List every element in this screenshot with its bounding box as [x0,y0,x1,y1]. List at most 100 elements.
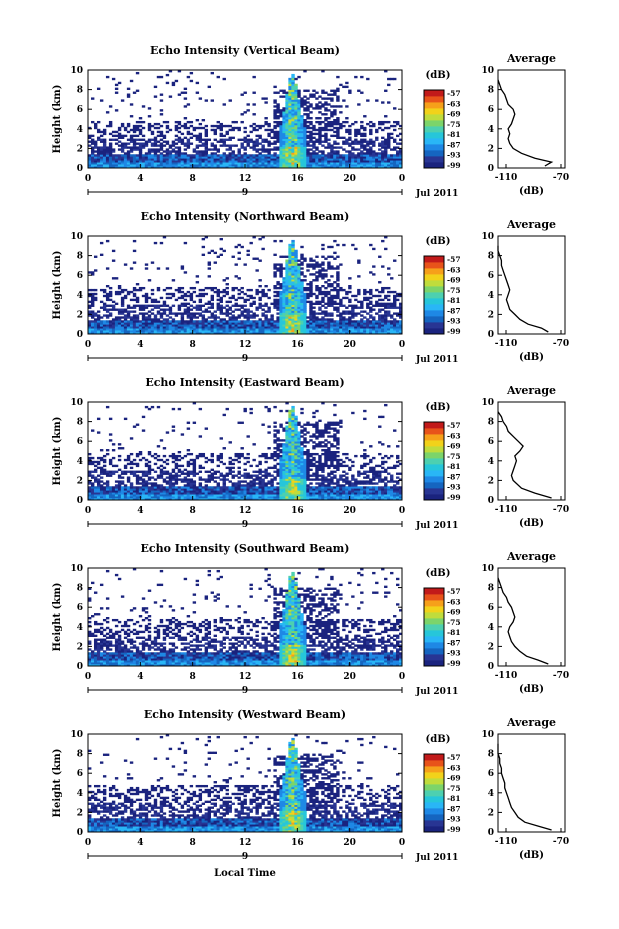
heatmap-cell [381,154,385,157]
colorbar-swatch [424,310,444,317]
heatmap-cell [150,304,155,307]
heatmap-cell [384,326,388,329]
heatmap-cell [369,148,373,151]
heatmap-cell [303,275,307,278]
heatmap-cell [258,285,262,288]
heatmap-cell [264,292,268,296]
heatmap-cell [174,478,179,481]
heatmap-cell [321,113,325,116]
heatmap-cell [294,277,298,280]
heatmap-cell [393,324,397,327]
heatmap-cell [381,150,385,153]
heatmap-cell [237,490,241,493]
heatmap-cell [294,310,298,313]
heatmap-cell [114,166,119,169]
heatmap-cell [354,322,358,325]
heatmap-cell [180,328,185,331]
heatmap-cell [276,263,280,266]
heatmap-cell [294,85,298,89]
heatmap-cell [189,494,194,497]
heatmap-cell [162,150,167,153]
heatmap-cell [117,454,122,458]
heatmap-cell [219,164,223,167]
heatmap-cell [234,328,238,331]
heatmap-cell [150,138,155,141]
heatmap-cell [282,113,286,116]
heatmap-cell [123,466,128,470]
heatmap-cell [345,150,349,153]
heatmap-cell [297,124,301,128]
heatmap-cell [279,286,283,290]
heatmap-cell [231,314,235,317]
heatmap-cell [288,122,292,126]
heatmap-cell [114,492,119,495]
heatmap-cell [135,480,140,483]
heatmap-cell [249,138,253,141]
heatmap-cell [351,162,355,165]
heatmap-cell [276,269,280,272]
heatmap-cell [294,271,298,274]
heatmap-cell [183,105,188,108]
heatmap-cell [141,456,146,460]
heatmap-cell [390,277,394,280]
heatmap-cell [162,330,167,333]
heatmap-cell [126,478,131,481]
heatmap-cell [204,456,209,460]
heatmap-cell [363,158,367,161]
heatmap-cell [360,328,364,331]
heatmap-cell [165,472,170,475]
heatmap-cell [117,322,122,325]
heatmap-cell [399,164,403,167]
heatmap-cell [222,103,226,106]
heatmap-cell [180,296,185,300]
heatmap-cell [327,265,331,268]
heatmap-cell [114,320,119,323]
heatmap-cell [288,306,292,309]
heatmap-cell [378,152,382,155]
heatmap-cell [393,296,397,300]
heatmap-cell [294,164,298,167]
heatmap-cell [294,308,298,311]
heatmap-cell [276,292,280,296]
heatmap-cell [342,296,346,300]
heatmap-cell [369,326,373,329]
heatmap-cell [300,160,304,163]
heatmap-cell [183,324,188,327]
heatmap-cell [123,490,128,493]
heatmap-cell [96,162,101,165]
heatmap-cell [180,156,185,159]
heatmap-cell [285,136,289,139]
heatmap-cell [177,454,182,458]
colorbar-tick-label: -75 [447,120,461,129]
heatmap-cell [360,160,364,163]
heatmap-cell [243,91,247,94]
heatmap-cell [345,117,349,120]
heatmap-cell [219,322,223,325]
heatmap-cell [180,160,185,163]
heatmap-cell [88,294,92,298]
heatmap-cell [132,124,137,128]
heatmap-cell [294,298,298,302]
heatmap-cell [228,466,232,470]
heatmap-cell [129,330,134,333]
heatmap-cell [93,460,98,464]
heatmap-cell [357,312,361,315]
heatmap-cell [258,126,262,130]
heatmap-cell [375,330,379,333]
heatmap-cell [108,308,113,311]
heatmap-cell [171,456,176,460]
heatmap-cell [204,490,209,493]
heatmap-cell [168,95,173,98]
heatmap-cell [147,470,152,473]
heatmap-cell [243,472,247,475]
heatmap-cell [249,474,253,477]
heatmap-cell [129,267,134,270]
heatmap-cell [186,156,191,159]
heatmap-cell [294,283,298,286]
heatmap-cell [312,328,316,331]
heatmap-cell [396,156,400,159]
heatmap-cell [267,318,271,321]
heatmap-cell [231,466,235,470]
x-tick-label: 20 [343,340,356,350]
heatmap-cell [150,454,155,458]
